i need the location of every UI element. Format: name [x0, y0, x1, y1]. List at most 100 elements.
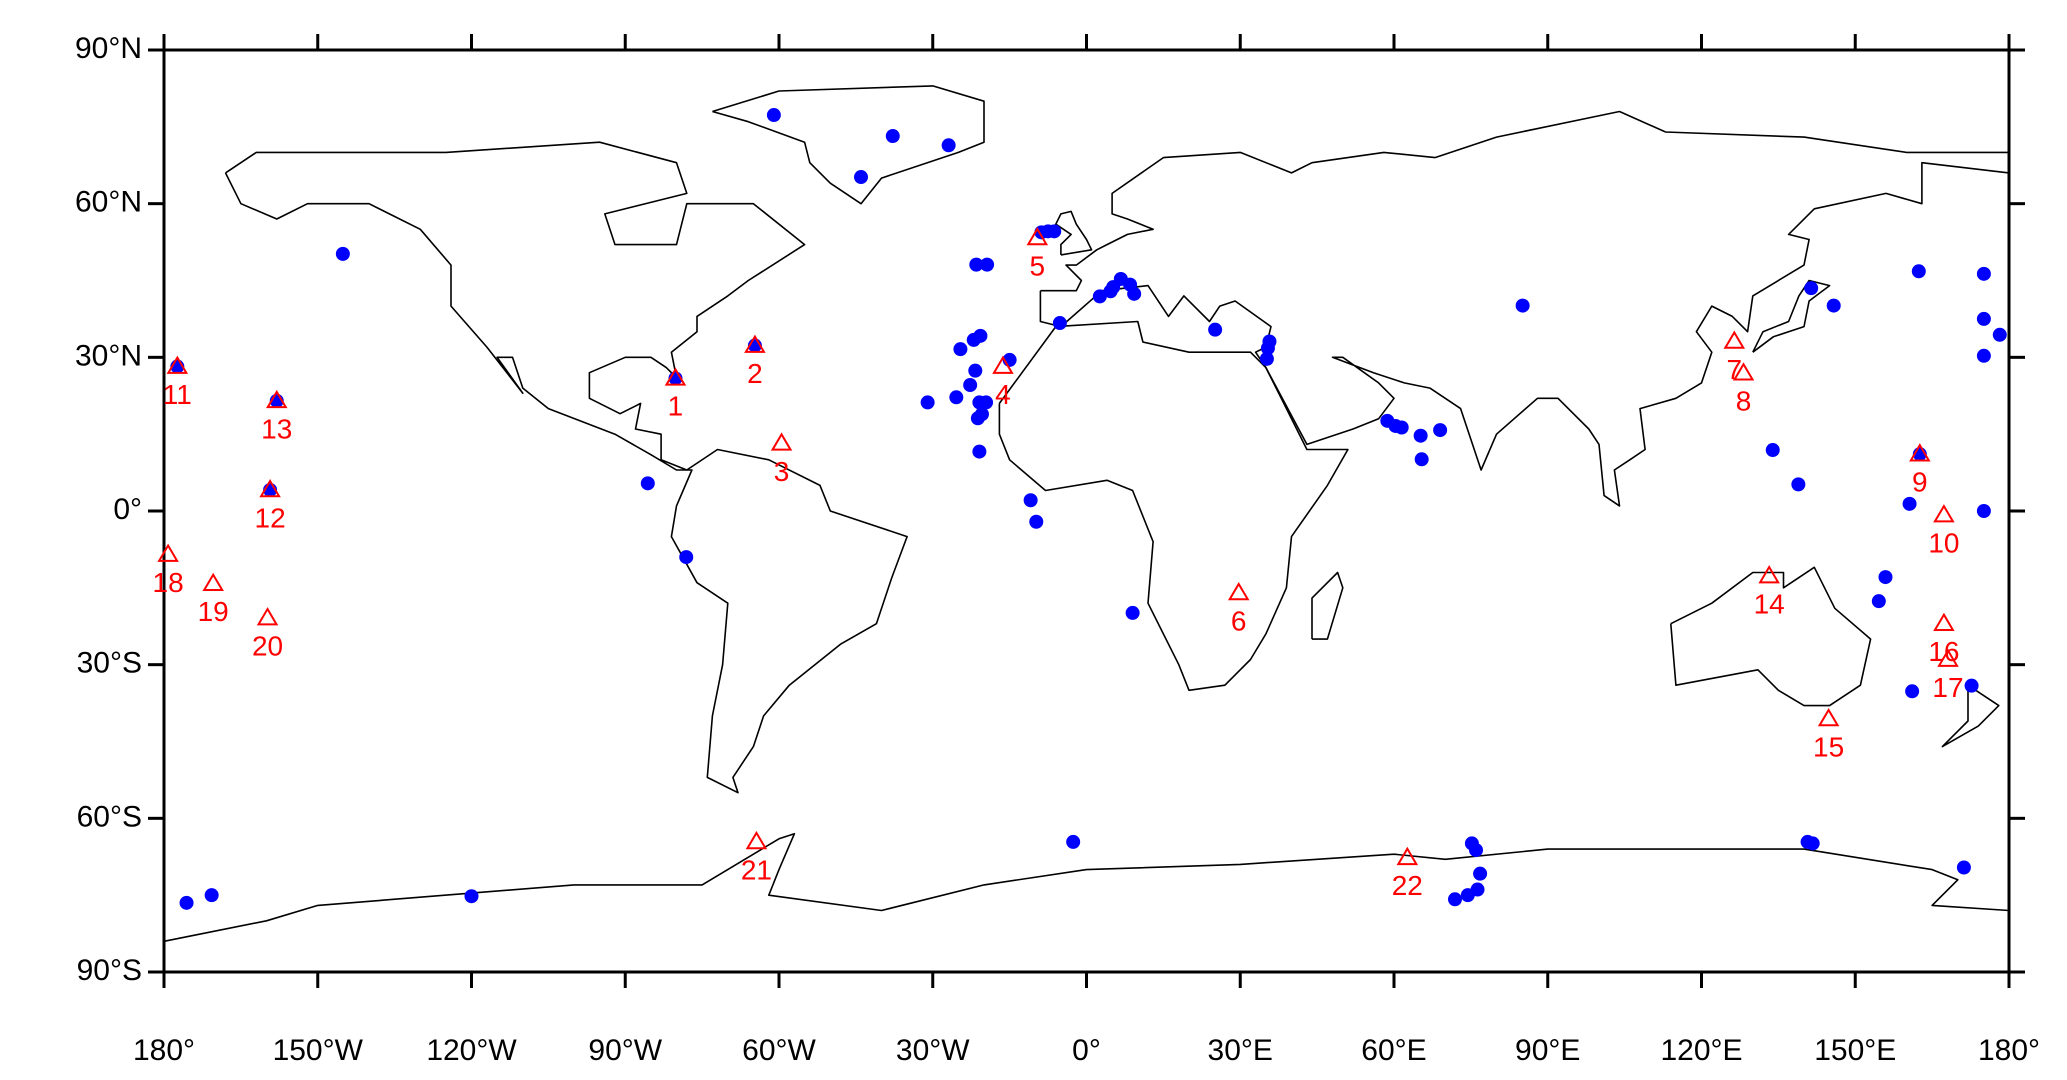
station-label: 5 — [1030, 250, 1046, 281]
station-label: 3 — [774, 456, 790, 487]
station-label: 4 — [995, 379, 1011, 410]
station-label: 9 — [1912, 467, 1928, 498]
coastline — [1670, 566, 1872, 707]
x-tick-label: 30°W — [896, 1034, 970, 1067]
station-triangle — [1396, 846, 1419, 866]
x-tick-label: 150°W — [273, 1034, 364, 1067]
coastline — [998, 320, 1349, 692]
station-dot — [1976, 348, 1991, 363]
station-dot — [854, 170, 868, 185]
station-dot — [1515, 298, 1530, 313]
x-tick-label: 90°E — [1515, 1034, 1580, 1067]
coastline — [1055, 210, 1093, 256]
station-triangle — [157, 543, 179, 562]
station-dot — [1473, 866, 1488, 881]
station-dot — [972, 444, 987, 459]
station-dot — [1905, 684, 1920, 699]
station-dot — [1092, 289, 1107, 304]
station-dot — [1976, 504, 1991, 518]
x-tick-label: 150°E — [1814, 1034, 1896, 1067]
station-dot — [1992, 327, 2007, 342]
station-dot — [1029, 514, 1044, 529]
station-triangle — [1026, 227, 1049, 246]
station-dot — [179, 895, 194, 910]
x-tick-label: 180° — [1978, 1034, 2040, 1067]
station-label: 21 — [741, 854, 772, 885]
station-dot — [1047, 224, 1062, 239]
y-tick-label: 60°S — [77, 800, 142, 833]
coastlines — [163, 85, 2010, 943]
station-dot — [1260, 341, 1275, 356]
station-dot — [464, 889, 479, 904]
station-triangle — [745, 830, 768, 850]
station-dot — [885, 129, 900, 144]
station-dot — [1052, 316, 1067, 331]
station-dot — [1023, 493, 1038, 508]
station-triangle — [1227, 581, 1250, 601]
station-dot — [1878, 570, 1893, 585]
station-dot — [1976, 266, 1991, 281]
station-label: 11 — [163, 379, 192, 410]
coastline — [224, 141, 806, 471]
station-label: 2 — [747, 358, 763, 389]
station-triangle — [1933, 504, 1955, 523]
station-triangle — [266, 389, 288, 409]
y-tick-label: 60°N — [75, 186, 142, 219]
x-tick-label: 120°W — [426, 1034, 517, 1067]
coastline — [670, 448, 908, 794]
station-dot — [640, 476, 655, 491]
x-tick-label: 120°E — [1660, 1034, 1742, 1067]
station-dot — [1066, 834, 1081, 849]
station-dot — [1127, 286, 1142, 301]
station-dot — [1469, 843, 1483, 858]
x-tick-label: 0° — [1072, 1034, 1101, 1067]
y-tick-label: 90°N — [75, 32, 142, 65]
station-dot — [1414, 452, 1429, 467]
station-triangle — [259, 479, 281, 498]
station-dot — [963, 377, 978, 392]
station-dot — [1956, 860, 1971, 875]
station-dot — [1871, 594, 1886, 609]
station-dot — [1447, 892, 1462, 907]
station-label: 6 — [1231, 605, 1247, 636]
coastline — [712, 85, 985, 205]
station-label: 17 — [1932, 672, 1963, 703]
station-triangle — [770, 432, 793, 451]
station-dot — [1394, 420, 1409, 435]
station-triangle — [256, 607, 279, 626]
station-dot — [969, 257, 984, 272]
station-dot — [1826, 298, 1841, 313]
y-tick-label: 90°S — [77, 954, 142, 987]
station-dot — [1791, 477, 1806, 492]
station-dot — [968, 363, 983, 378]
station-label: 8 — [1736, 386, 1752, 417]
x-tick-label: 30°E — [1208, 1034, 1273, 1067]
station-dot — [949, 390, 964, 405]
station-triangle — [664, 367, 687, 386]
station-label: 7 — [1727, 354, 1743, 385]
station-triangle — [1817, 707, 1840, 727]
station-triangle — [202, 572, 224, 592]
station-dot — [970, 411, 985, 426]
station-triangle — [166, 355, 189, 374]
station-dot — [204, 888, 219, 903]
coastline — [1752, 279, 1831, 353]
station-dot — [1902, 496, 1917, 511]
station-dot — [980, 257, 995, 272]
station-triangle — [1758, 565, 1780, 584]
station-dot — [1413, 428, 1428, 443]
y-tick-label: 0° — [113, 493, 142, 526]
station-dot — [1804, 281, 1819, 296]
station-dot — [679, 550, 694, 565]
station-dot — [1964, 678, 1979, 693]
station-dot — [920, 395, 935, 410]
station-triangle — [1909, 443, 1931, 462]
station-triangle — [1723, 330, 1746, 349]
station-dot — [1433, 423, 1448, 438]
station-dot — [1805, 836, 1820, 851]
station-label: 20 — [252, 630, 283, 661]
station-dot — [1460, 888, 1475, 903]
station-dot — [1765, 443, 1780, 458]
station-label: 19 — [198, 596, 229, 627]
station-dot — [1125, 605, 1140, 620]
